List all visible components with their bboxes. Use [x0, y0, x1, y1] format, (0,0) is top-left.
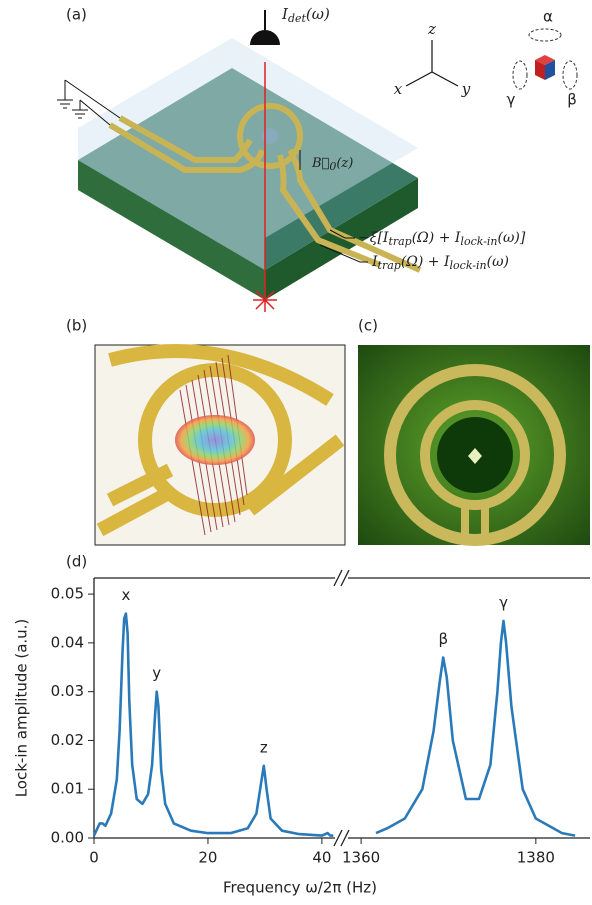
- line: [94, 614, 333, 836]
- trap-potential: [175, 415, 255, 465]
- t: lock-in: [460, 235, 497, 248]
- y-tick-label: 0.00: [51, 829, 84, 847]
- panel-b: (b): [66, 317, 345, 546]
- t: trap: [378, 259, 401, 272]
- peak-label: x: [121, 586, 130, 604]
- coord-axes: [406, 40, 458, 86]
- y-tick-label: 0.04: [51, 633, 84, 651]
- line: [376, 621, 575, 836]
- x-tick-label: 1360: [342, 849, 380, 867]
- current-top: −ξ[Itrap(Ω) + Ilock-in(ω)]: [358, 230, 526, 248]
- panel-label: (b): [66, 317, 87, 335]
- panel-label: (a): [66, 6, 87, 24]
- t: (ω): [487, 254, 509, 270]
- panel-a: (a) Idet(ω) B⃗0(z) −ξ[Itrap(Ω) + Ilock-i…: [57, 5, 577, 312]
- rotation-alpha: α: [543, 8, 553, 26]
- t: trap: [388, 235, 411, 248]
- t: (ω): [306, 5, 330, 23]
- panel-d: (d) Frequency ω/2π (Hz) Lock-in amplitud…: [13, 553, 591, 897]
- peak-label: β: [438, 630, 448, 648]
- peak-label: y: [152, 664, 161, 682]
- t: lock-in: [450, 259, 487, 272]
- peak-label: γ: [499, 593, 508, 611]
- detector-label: Idet(ω): [281, 5, 330, 25]
- y-tick-label: 0.01: [51, 780, 84, 798]
- x-axis-label: Frequency ω/2π (Hz): [223, 879, 377, 897]
- figure: (a) Idet(ω) B⃗0(z) −ξ[Itrap(Ω) + Ilock-i…: [0, 0, 592, 905]
- t: (Ω) + I: [401, 254, 450, 270]
- y-axis-label: Lock-in amplitude (a.u.): [13, 619, 31, 798]
- axis-x: x: [394, 80, 403, 98]
- y-tick-label: 0.05: [51, 585, 84, 603]
- panel-label: (c): [358, 317, 378, 335]
- x-tick-label: 40: [312, 849, 331, 867]
- t: (z): [336, 156, 353, 171]
- t: B⃗: [311, 156, 330, 171]
- t: −ξ[I: [358, 230, 389, 246]
- panel-c: (c): [358, 317, 590, 546]
- axis-y: y: [461, 80, 471, 98]
- x-tick-label: 0: [89, 849, 99, 867]
- y-tick-label: 0.02: [51, 731, 84, 749]
- peak-label: z: [260, 738, 268, 756]
- detector: [250, 30, 280, 45]
- axis-z: z: [427, 20, 436, 38]
- x-tick-label: 1380: [517, 849, 555, 867]
- y-tick-label: 0.03: [51, 682, 84, 700]
- t: (ω)]: [498, 230, 526, 246]
- t: det: [288, 12, 307, 25]
- x-tick-label: 20: [198, 849, 217, 867]
- t: 0: [329, 160, 336, 173]
- rotation-beta: β: [567, 91, 577, 109]
- t: (Ω) + I: [412, 230, 461, 246]
- axis-break: [334, 570, 349, 846]
- laser-source: [253, 288, 277, 312]
- rotation-gamma: γ: [507, 91, 516, 109]
- panel-label: (d): [66, 553, 87, 571]
